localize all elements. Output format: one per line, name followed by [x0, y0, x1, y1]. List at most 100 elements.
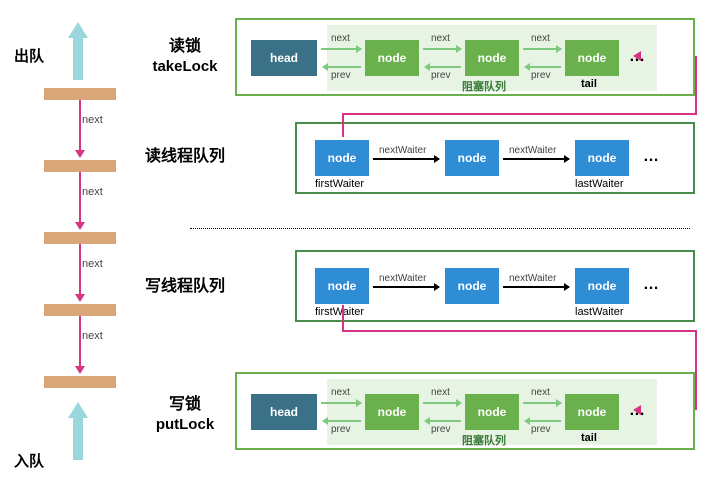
next-label: next: [431, 387, 450, 398]
queue-link-arrow: [75, 222, 85, 230]
queue-link-label: next: [82, 186, 103, 198]
next-waiter-label: nextWaiter: [379, 273, 426, 284]
queue-link-line: [79, 244, 81, 296]
next-arrow: [523, 402, 561, 404]
queue-node: node: [365, 394, 419, 430]
queue-link-line: [79, 316, 81, 368]
next-waiter-arrow: [503, 158, 569, 160]
right-diagram-column: 读锁 takeLock head node node node next nex…: [150, 10, 705, 490]
prev-arrow: [323, 66, 361, 68]
write-queue-title: 写线程队列: [140, 272, 230, 296]
head-node: head: [251, 394, 317, 430]
left-queue-column: 出队 next next next next 入队: [10, 10, 140, 490]
read-queue-cn: 读线程队列: [145, 148, 225, 165]
next-waiter-label: nextWaiter: [509, 273, 556, 284]
connector-v: [695, 330, 697, 410]
prev-label: prev: [531, 424, 550, 435]
tail-node: node: [565, 394, 619, 430]
waiter-node: node: [445, 268, 499, 304]
waiter-node: node: [315, 268, 369, 304]
enqueue-arrow-tail: [73, 418, 83, 460]
write-queue-outer: node node node nextWaiter nextWaiter fir…: [295, 250, 695, 322]
dequeue-label: 出队: [14, 45, 44, 66]
queue-link-line: [79, 100, 81, 152]
put-lock-en: putLock: [140, 416, 230, 433]
next-label: next: [531, 33, 550, 44]
connector-v: [695, 56, 697, 115]
read-queue-title: 读线程队列: [140, 142, 230, 166]
queue-link-arrow: [75, 150, 85, 158]
queue-node: node: [465, 394, 519, 430]
prev-label: prev: [331, 424, 350, 435]
queue-bar: [44, 304, 116, 316]
enqueue-arrow-head: [68, 402, 88, 418]
first-waiter-label: firstWaiter: [315, 306, 364, 318]
next-arrow: [321, 402, 361, 404]
next-waiter-arrow: [373, 286, 439, 288]
dequeue-arrow-head: [68, 22, 88, 38]
waiter-node: node: [575, 268, 629, 304]
ellipsis: …: [643, 276, 659, 294]
queue-link-line: [79, 172, 81, 224]
dequeue-arrow-tail: [73, 38, 83, 80]
read-queue-outer: node node node nextWaiter nextWaiter fir…: [295, 122, 695, 194]
queue-link-label: next: [82, 258, 103, 270]
put-lock-outer: head node node node next next next prev …: [235, 372, 695, 450]
queue-link-label: next: [82, 330, 103, 342]
connector-v: [342, 113, 344, 137]
section-divider: [190, 228, 690, 229]
connector-h: [342, 113, 697, 115]
last-waiter-label: lastWaiter: [575, 306, 624, 318]
next-label: next: [331, 33, 350, 44]
queue-bar: [44, 232, 116, 244]
queue-bar: [44, 160, 116, 172]
next-waiter-label: nextWaiter: [379, 145, 426, 156]
next-label: next: [531, 387, 550, 398]
connector-arrow: [633, 51, 641, 61]
blocking-queue-label: 阻塞队列: [462, 432, 506, 448]
prev-arrow: [525, 66, 561, 68]
blocking-queue-label: 阻塞队列: [462, 78, 506, 94]
next-waiter-label: nextWaiter: [509, 145, 556, 156]
queue-bar: [44, 376, 116, 388]
write-queue-cn: 写线程队列: [145, 278, 225, 295]
waiter-node: node: [445, 140, 499, 176]
queue-node: node: [465, 40, 519, 76]
tail-label: tail: [581, 432, 597, 444]
queue-node: node: [365, 40, 419, 76]
prev-arrow: [323, 420, 361, 422]
last-waiter-label: lastWaiter: [575, 178, 624, 190]
take-lock-cn: 读锁: [169, 38, 201, 55]
connector-h: [342, 330, 697, 332]
prev-label: prev: [431, 70, 450, 81]
prev-label: prev: [431, 424, 450, 435]
ellipsis: …: [643, 148, 659, 166]
prev-label: prev: [531, 70, 550, 81]
connector-v: [342, 305, 344, 330]
prev-label: prev: [331, 70, 350, 81]
queue-link-arrow: [75, 294, 85, 302]
enqueue-label: 入队: [14, 450, 44, 471]
put-lock-cn: 写锁: [169, 396, 201, 413]
prev-arrow: [425, 420, 461, 422]
queue-link-label: next: [82, 114, 103, 126]
prev-arrow: [525, 420, 561, 422]
next-arrow: [423, 402, 461, 404]
next-waiter-arrow: [503, 286, 569, 288]
next-arrow: [321, 48, 361, 50]
put-lock-title: 写锁 putLock: [140, 390, 230, 433]
take-lock-en: takeLock: [140, 58, 230, 75]
prev-arrow: [425, 66, 461, 68]
connector-arrow: [633, 405, 641, 415]
next-label: next: [331, 387, 350, 398]
take-lock-outer: head node node node next next next prev …: [235, 18, 695, 96]
head-node: head: [251, 40, 317, 76]
waiter-node: node: [315, 140, 369, 176]
first-waiter-label: firstWaiter: [315, 178, 364, 190]
tail-label: tail: [581, 78, 597, 90]
next-arrow: [523, 48, 561, 50]
queue-bar: [44, 88, 116, 100]
tail-node: node: [565, 40, 619, 76]
queue-link-arrow: [75, 366, 85, 374]
next-waiter-arrow: [373, 158, 439, 160]
